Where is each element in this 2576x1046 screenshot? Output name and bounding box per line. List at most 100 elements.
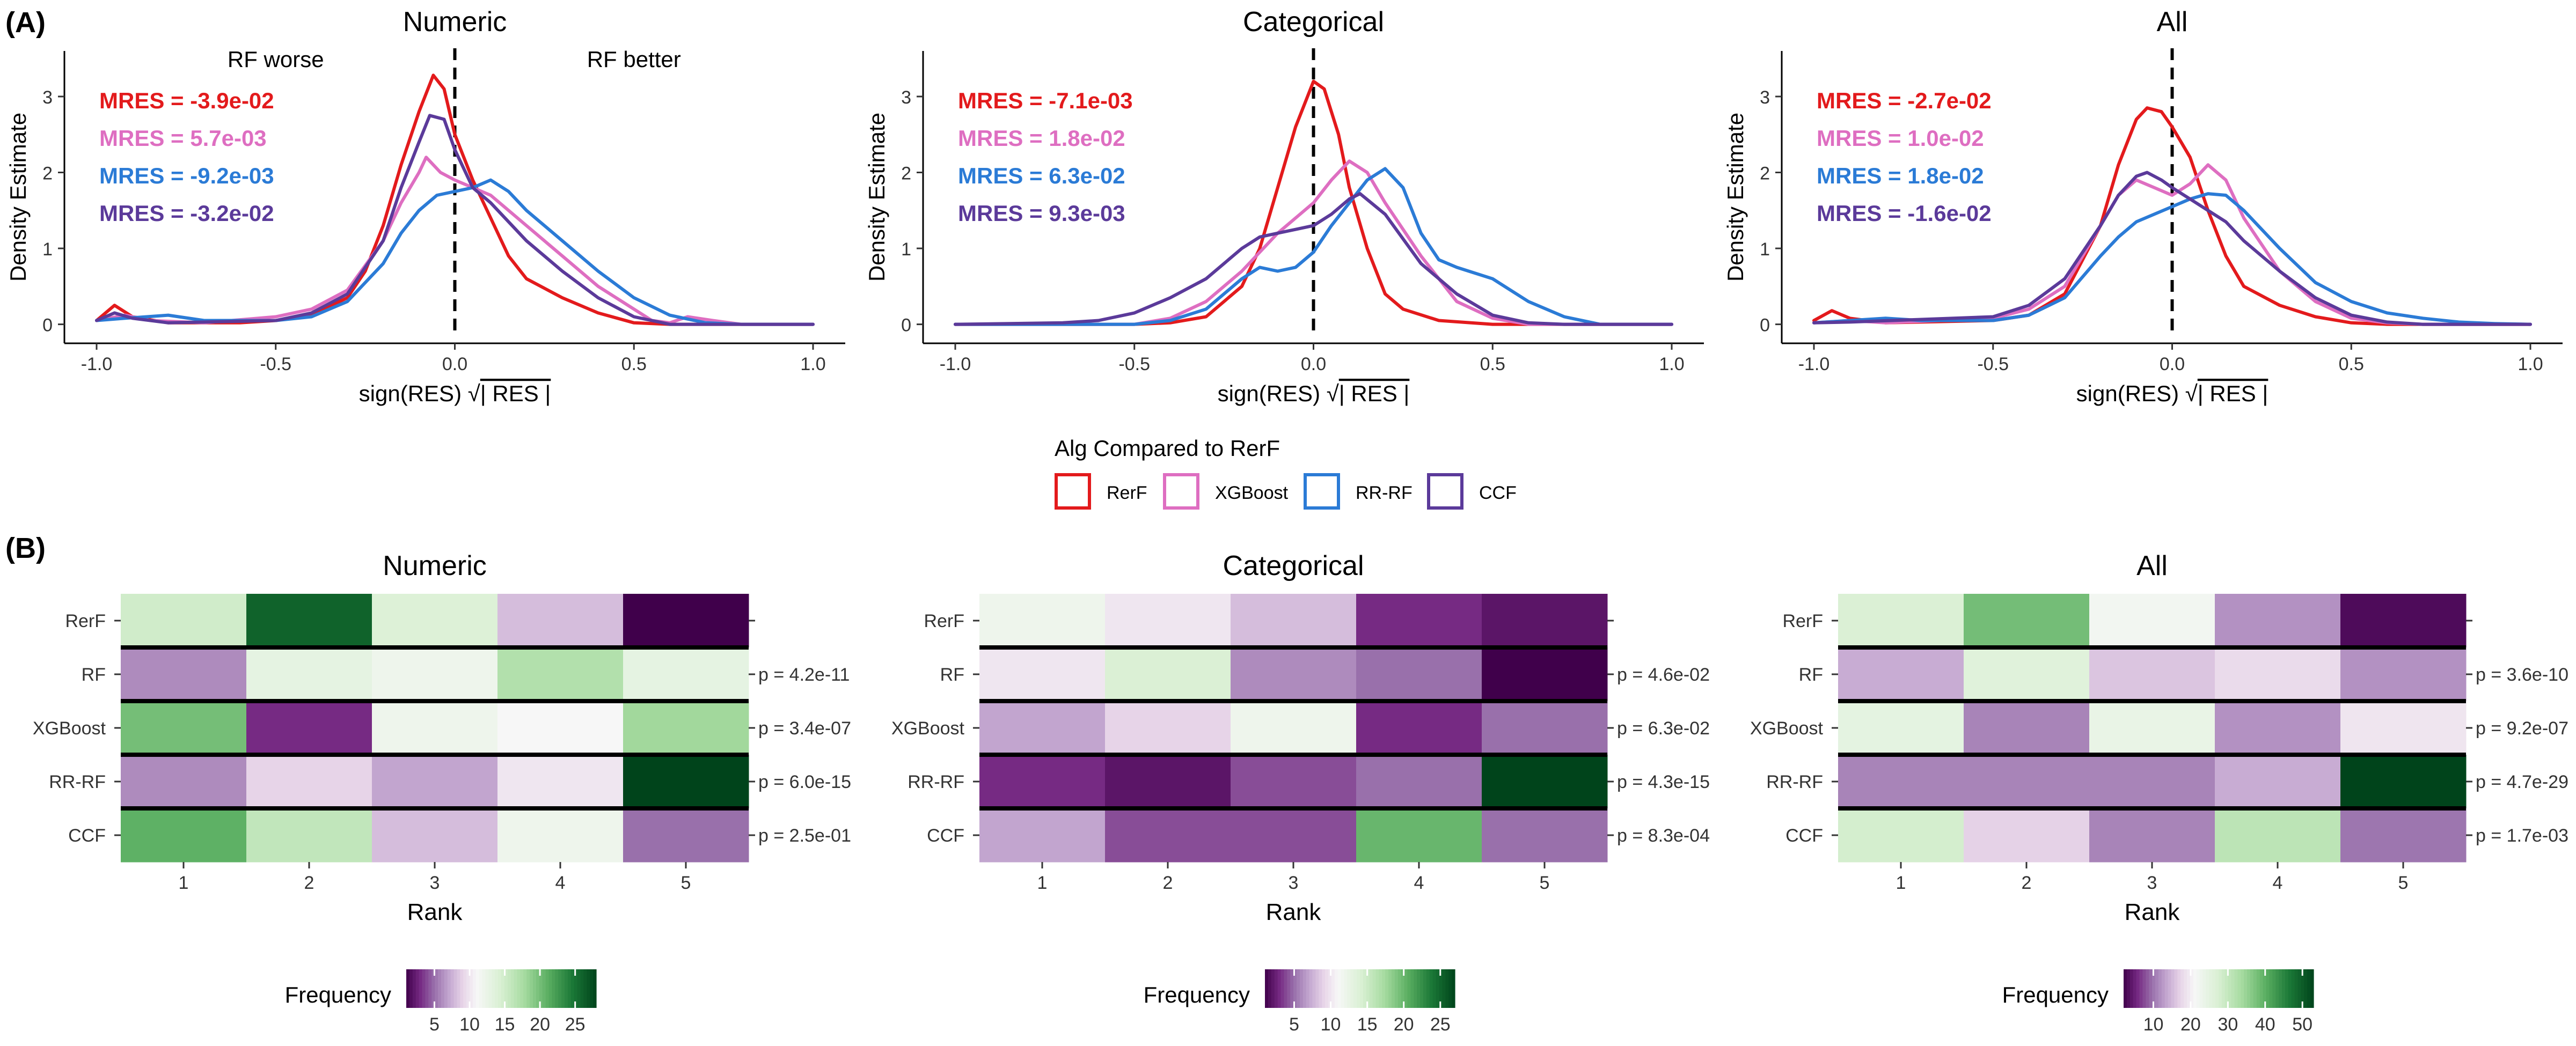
density-title-all: All bbox=[2157, 6, 2188, 38]
colorbar-segment bbox=[2133, 969, 2137, 1008]
heatmap-cell bbox=[1482, 808, 1608, 863]
colorbar-segment bbox=[2158, 969, 2162, 1008]
heatmap-cell bbox=[2340, 755, 2467, 809]
heatmap-col-label: 5 bbox=[2398, 873, 2409, 893]
colorbar-segment bbox=[2231, 969, 2235, 1008]
x-tick-label: -1.0 bbox=[81, 354, 113, 374]
colorbar-segment bbox=[2294, 969, 2299, 1008]
colorbar-segment bbox=[1280, 969, 1284, 1008]
y-tick-label: 3 bbox=[1760, 87, 1770, 108]
mres-label-xgboost: MRES = 5.7e-03 bbox=[99, 126, 267, 151]
heatmap-cell bbox=[1482, 647, 1608, 702]
heatmap-xlabel: Rank bbox=[407, 899, 463, 925]
colorbar-segment bbox=[2149, 969, 2153, 1008]
density-curve-xgboost bbox=[954, 159, 1673, 326]
colorbar-segment bbox=[1299, 969, 1304, 1008]
colorbar-segment bbox=[504, 969, 508, 1008]
colorbar-segment bbox=[558, 969, 562, 1008]
colorbar-segment bbox=[492, 969, 495, 1008]
density-curve-ccf bbox=[954, 192, 1673, 326]
x-tick-label: 1.0 bbox=[2518, 354, 2543, 374]
colorbar-segment bbox=[2212, 969, 2216, 1008]
heatmap-col-label: 5 bbox=[1540, 873, 1550, 893]
colorbar-segment bbox=[2129, 969, 2134, 1008]
colorbar-segment bbox=[577, 969, 581, 1008]
colorbar-segment bbox=[1268, 969, 1272, 1008]
colorbar-segment bbox=[2241, 969, 2244, 1008]
heatmap-cell bbox=[121, 701, 247, 755]
heatmap-cell bbox=[2089, 808, 2215, 863]
colorbar-tick-label: 15 bbox=[495, 1014, 515, 1035]
legend-label-rerf: RerF bbox=[1107, 483, 1147, 503]
colorbar-segment bbox=[1319, 969, 1322, 1008]
heatmap-row-label-ccf: CCF bbox=[927, 826, 964, 846]
colorbar-segment bbox=[2234, 969, 2238, 1008]
heatmap-cell bbox=[2089, 594, 2215, 648]
colorbar-segment bbox=[2155, 969, 2159, 1008]
colorbar-tick-label: 30 bbox=[2218, 1014, 2238, 1035]
heatmap-cell bbox=[372, 701, 498, 755]
colorbar-segment bbox=[2209, 969, 2213, 1008]
colorbar-segment bbox=[552, 969, 555, 1008]
heatmap-cell bbox=[1105, 594, 1231, 648]
density-ylabel: Density Estimate bbox=[5, 113, 31, 282]
colorbar-segment bbox=[1322, 969, 1326, 1008]
colorbar-segment bbox=[1277, 969, 1282, 1008]
heatmap-cell bbox=[2340, 808, 2467, 863]
density-curve-xgboost bbox=[1812, 163, 2532, 326]
colorbar-segment bbox=[1448, 969, 1452, 1008]
colorbar-segment bbox=[1334, 969, 1338, 1008]
legend-item-ccf: CCF bbox=[1427, 473, 1517, 510]
colorbar-segment bbox=[2282, 969, 2286, 1008]
colorbar-segment bbox=[2146, 969, 2149, 1008]
heatmap-cell bbox=[1356, 701, 1482, 755]
mres-label-rr-rf: MRES = 6.3e-02 bbox=[958, 163, 1125, 188]
colorbar-segment bbox=[460, 969, 464, 1008]
colorbar-segment bbox=[457, 969, 460, 1008]
colorbar-segment bbox=[523, 969, 527, 1008]
colorbar-segment bbox=[1423, 969, 1427, 1008]
colorbar-segment bbox=[1309, 969, 1313, 1008]
legend-swatch-xgboost bbox=[1163, 473, 1199, 510]
heatmap-row-label-xgboost: XGBoost bbox=[1750, 718, 1824, 739]
colorbar-segment bbox=[2196, 969, 2200, 1008]
colorbar-tick-label: 20 bbox=[1394, 1014, 1414, 1035]
colorbar-segment bbox=[2177, 969, 2181, 1008]
heatmap-cell bbox=[2089, 647, 2215, 702]
annotation-rf-worse: RF worse bbox=[228, 47, 324, 72]
colorbar-segment bbox=[1375, 969, 1379, 1008]
colorbar-segment bbox=[2180, 969, 2184, 1008]
heatmap-cell bbox=[979, 594, 1106, 648]
panel-label-a: (A) bbox=[5, 6, 46, 39]
y-tick-label: 1 bbox=[901, 239, 911, 260]
colorbar-segment bbox=[561, 969, 565, 1008]
y-tick-label: 1 bbox=[42, 239, 53, 260]
x-tick-label: -1.0 bbox=[1798, 354, 1830, 374]
colorbar-title: Frequency bbox=[2002, 982, 2109, 1007]
heatmap-cell bbox=[1838, 808, 1964, 863]
colorbar-segment bbox=[1445, 969, 1449, 1008]
colorbar-segment bbox=[1312, 969, 1316, 1008]
x-tick-label: 0.0 bbox=[442, 354, 467, 374]
colorbar-tick-label: 20 bbox=[2180, 1014, 2201, 1035]
colorbar-segment bbox=[1287, 969, 1291, 1008]
colorbar-segment bbox=[555, 969, 559, 1008]
heatmap-cell bbox=[2089, 755, 2215, 809]
x-tick-label: 0.0 bbox=[2160, 354, 2185, 374]
colorbar-segment bbox=[2187, 969, 2191, 1008]
colorbar-segment bbox=[1357, 969, 1360, 1008]
colorbar-segment bbox=[2224, 969, 2229, 1008]
colorbar-segment bbox=[583, 969, 587, 1008]
colorbar-segment bbox=[1426, 969, 1430, 1008]
colorbar-segment bbox=[526, 969, 530, 1008]
heatmap-col-label: 5 bbox=[681, 873, 691, 893]
colorbar-segment bbox=[444, 969, 448, 1008]
colorbar-segment bbox=[1382, 969, 1386, 1008]
xlabel-radical: | RES | bbox=[480, 381, 551, 406]
colorbar-segment bbox=[2263, 969, 2267, 1008]
heatmap-cell bbox=[2215, 808, 2341, 863]
heatmap-cell bbox=[1838, 755, 1964, 809]
colorbar-segment bbox=[1297, 969, 1300, 1008]
colorbar-segment bbox=[1328, 969, 1332, 1008]
colorbar-segment bbox=[1284, 969, 1287, 1008]
